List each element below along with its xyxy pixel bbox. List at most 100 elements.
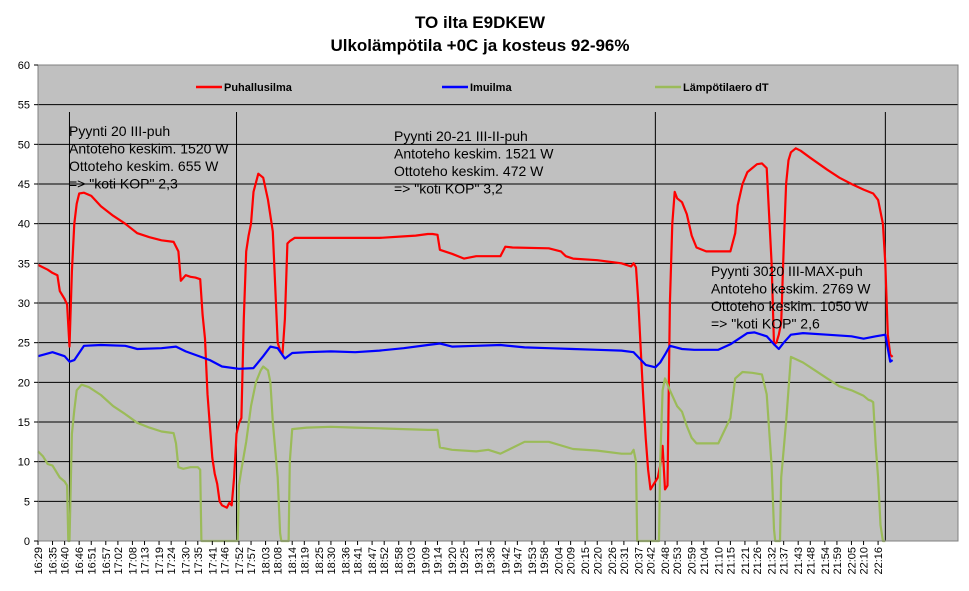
series-line-1 xyxy=(37,331,894,370)
x-axis: 16:29 16:35 16:40 16:46 16:51 16:57 17:02 17:08… xyxy=(33,541,885,575)
y-tick-label: 40 xyxy=(18,219,30,231)
y-tick-label: 30 xyxy=(18,298,30,310)
x-tick-label: 18:25 xyxy=(314,547,326,575)
x-tick-label: 18:08 xyxy=(273,547,285,575)
x-tick-label: 17:46 xyxy=(219,547,231,575)
x-tick-label: 21:32 xyxy=(767,547,779,575)
x-tick-label: 21:26 xyxy=(752,547,764,575)
y-tick-label: 25 xyxy=(18,338,30,350)
annotation-line: Antoteho keskim. 1520 W xyxy=(69,141,229,157)
x-tick-label: 20:04 xyxy=(554,547,566,575)
x-tick-label: 22:16 xyxy=(873,547,885,575)
x-tick-label: 17:08 xyxy=(127,547,139,575)
annotation-line: Ottoteho keskim. 655 W xyxy=(69,158,219,174)
x-tick-label: 22:10 xyxy=(859,547,871,575)
x-tick-label: 18:52 xyxy=(379,547,391,575)
x-tick-label: 20:26 xyxy=(607,547,619,575)
x-tick-label: 19:47 xyxy=(512,547,524,575)
y-tick-label: 5 xyxy=(24,496,30,508)
x-tick-label: 21:37 xyxy=(779,547,791,575)
y-tick-label: 50 xyxy=(18,139,30,151)
x-tick-label: 18:41 xyxy=(353,547,365,575)
x-tick-label: 18:14 xyxy=(287,547,299,575)
x-tick-label: 17:52 xyxy=(234,547,246,575)
legend-label: Imuilma xyxy=(470,82,512,94)
x-tick-label: 16:46 xyxy=(74,547,86,575)
annotations: Pyynti 20 III-puh Antoteho keskim. 1520 W… xyxy=(69,123,871,332)
x-tick-label: 18:47 xyxy=(367,547,379,575)
annotation-line: Ottoteho keskim. 472 W xyxy=(394,163,544,179)
x-tick-label: 21:04 xyxy=(699,547,711,575)
chart-title: TO ilta E9DKEW xyxy=(415,13,546,32)
legend: Puhallusilma Imuilma Lämpötilaero dT xyxy=(196,82,769,94)
x-tick-label: 20:42 xyxy=(646,547,658,575)
y-tick-label: 55 xyxy=(18,100,30,112)
y-axis: 0 5 10 15 20 25 30 35 40 45 50 55 60 xyxy=(18,60,38,548)
x-tick-label: 19:14 xyxy=(432,547,444,575)
legend-label: Puhallusilma xyxy=(224,82,293,94)
x-tick-label: 16:40 xyxy=(60,547,72,575)
x-tick-label: 20:31 xyxy=(619,547,631,575)
x-tick-label: 17:19 xyxy=(154,547,166,575)
y-tick-label: 45 xyxy=(18,179,30,191)
x-tick-label: 21:15 xyxy=(725,547,737,575)
chart-subtitle: Ulkolämpötila +0C ja kosteus 92-96% xyxy=(330,36,629,55)
x-tick-label: 18:58 xyxy=(394,547,406,575)
x-tick-label: 21:43 xyxy=(793,547,805,575)
x-tick-label: 20:09 xyxy=(566,547,578,575)
x-tick-label: 19:03 xyxy=(406,547,418,575)
y-tick-label: 0 xyxy=(24,536,30,548)
annotation-line: Ottoteho keskim. 1050 W xyxy=(711,298,869,314)
x-tick-label: 20:48 xyxy=(660,547,672,575)
annotation-line: Pyynti 20 III-puh xyxy=(69,123,170,139)
annotation-line: Antoteho keskim. 1521 W xyxy=(394,146,554,162)
x-tick-label: 21:59 xyxy=(832,547,844,575)
annotation-line: Pyynti 20-21 III-II-puh xyxy=(394,128,528,144)
y-tick-label: 10 xyxy=(18,457,30,469)
x-tick-label: 17:24 xyxy=(166,547,178,575)
x-tick-label: 17:41 xyxy=(207,547,219,575)
x-tick-label: 20:59 xyxy=(687,547,699,575)
x-tick-label: 19:31 xyxy=(474,547,486,575)
x-tick-label: 16:51 xyxy=(86,547,98,575)
x-tick-label: 17:02 xyxy=(113,547,125,575)
x-tick-label: 16:29 xyxy=(33,547,45,575)
x-tick-label: 19:58 xyxy=(539,547,551,575)
x-tick-label: 20:20 xyxy=(592,547,604,575)
x-tick-label: 22:05 xyxy=(846,547,858,575)
annotation-line: => "koti KOP" 3,2 xyxy=(394,181,503,197)
x-tick-label: 18:36 xyxy=(340,547,352,575)
annotation-line: => "koti KOP" 2,3 xyxy=(69,176,178,192)
series-line-0 xyxy=(37,147,894,509)
legend-label: Lämpötilaero dT xyxy=(683,82,769,94)
x-tick-label: 19:09 xyxy=(420,547,432,575)
x-tick-label: 17:13 xyxy=(140,547,152,575)
x-tick-label: 21:48 xyxy=(805,547,817,575)
x-tick-label: 21:21 xyxy=(740,547,752,575)
x-tick-label: 19:36 xyxy=(486,547,498,575)
x-tick-label: 17:57 xyxy=(246,547,258,575)
x-tick-label: 19:20 xyxy=(447,547,459,575)
x-tick-label: 18:30 xyxy=(326,547,338,575)
x-tick-label: 20:15 xyxy=(580,547,592,575)
x-tick-label: 20:53 xyxy=(672,547,684,575)
x-tick-label: 18:19 xyxy=(299,547,311,575)
y-tick-label: 15 xyxy=(18,417,30,429)
annotation-line: Antoteho keskim. 2769 W xyxy=(711,281,871,297)
x-tick-label: 16:57 xyxy=(101,547,113,575)
y-tick-label: 20 xyxy=(18,377,30,389)
y-tick-label: 35 xyxy=(18,258,30,270)
annotation-line: Pyynti 3020 III-MAX-puh xyxy=(711,263,863,279)
x-tick-label: 16:35 xyxy=(48,547,60,575)
x-tick-label: 20:37 xyxy=(633,547,645,575)
gridlines xyxy=(38,104,958,502)
x-tick-label: 18:03 xyxy=(261,547,273,575)
x-tick-label: 17:30 xyxy=(181,547,193,575)
x-tick-label: 19:53 xyxy=(527,547,539,575)
x-tick-label: 19:42 xyxy=(500,547,512,575)
y-tick-label: 60 xyxy=(18,60,30,72)
x-tick-label: 21:54 xyxy=(820,547,832,575)
x-tick-label: 17:35 xyxy=(193,547,205,575)
